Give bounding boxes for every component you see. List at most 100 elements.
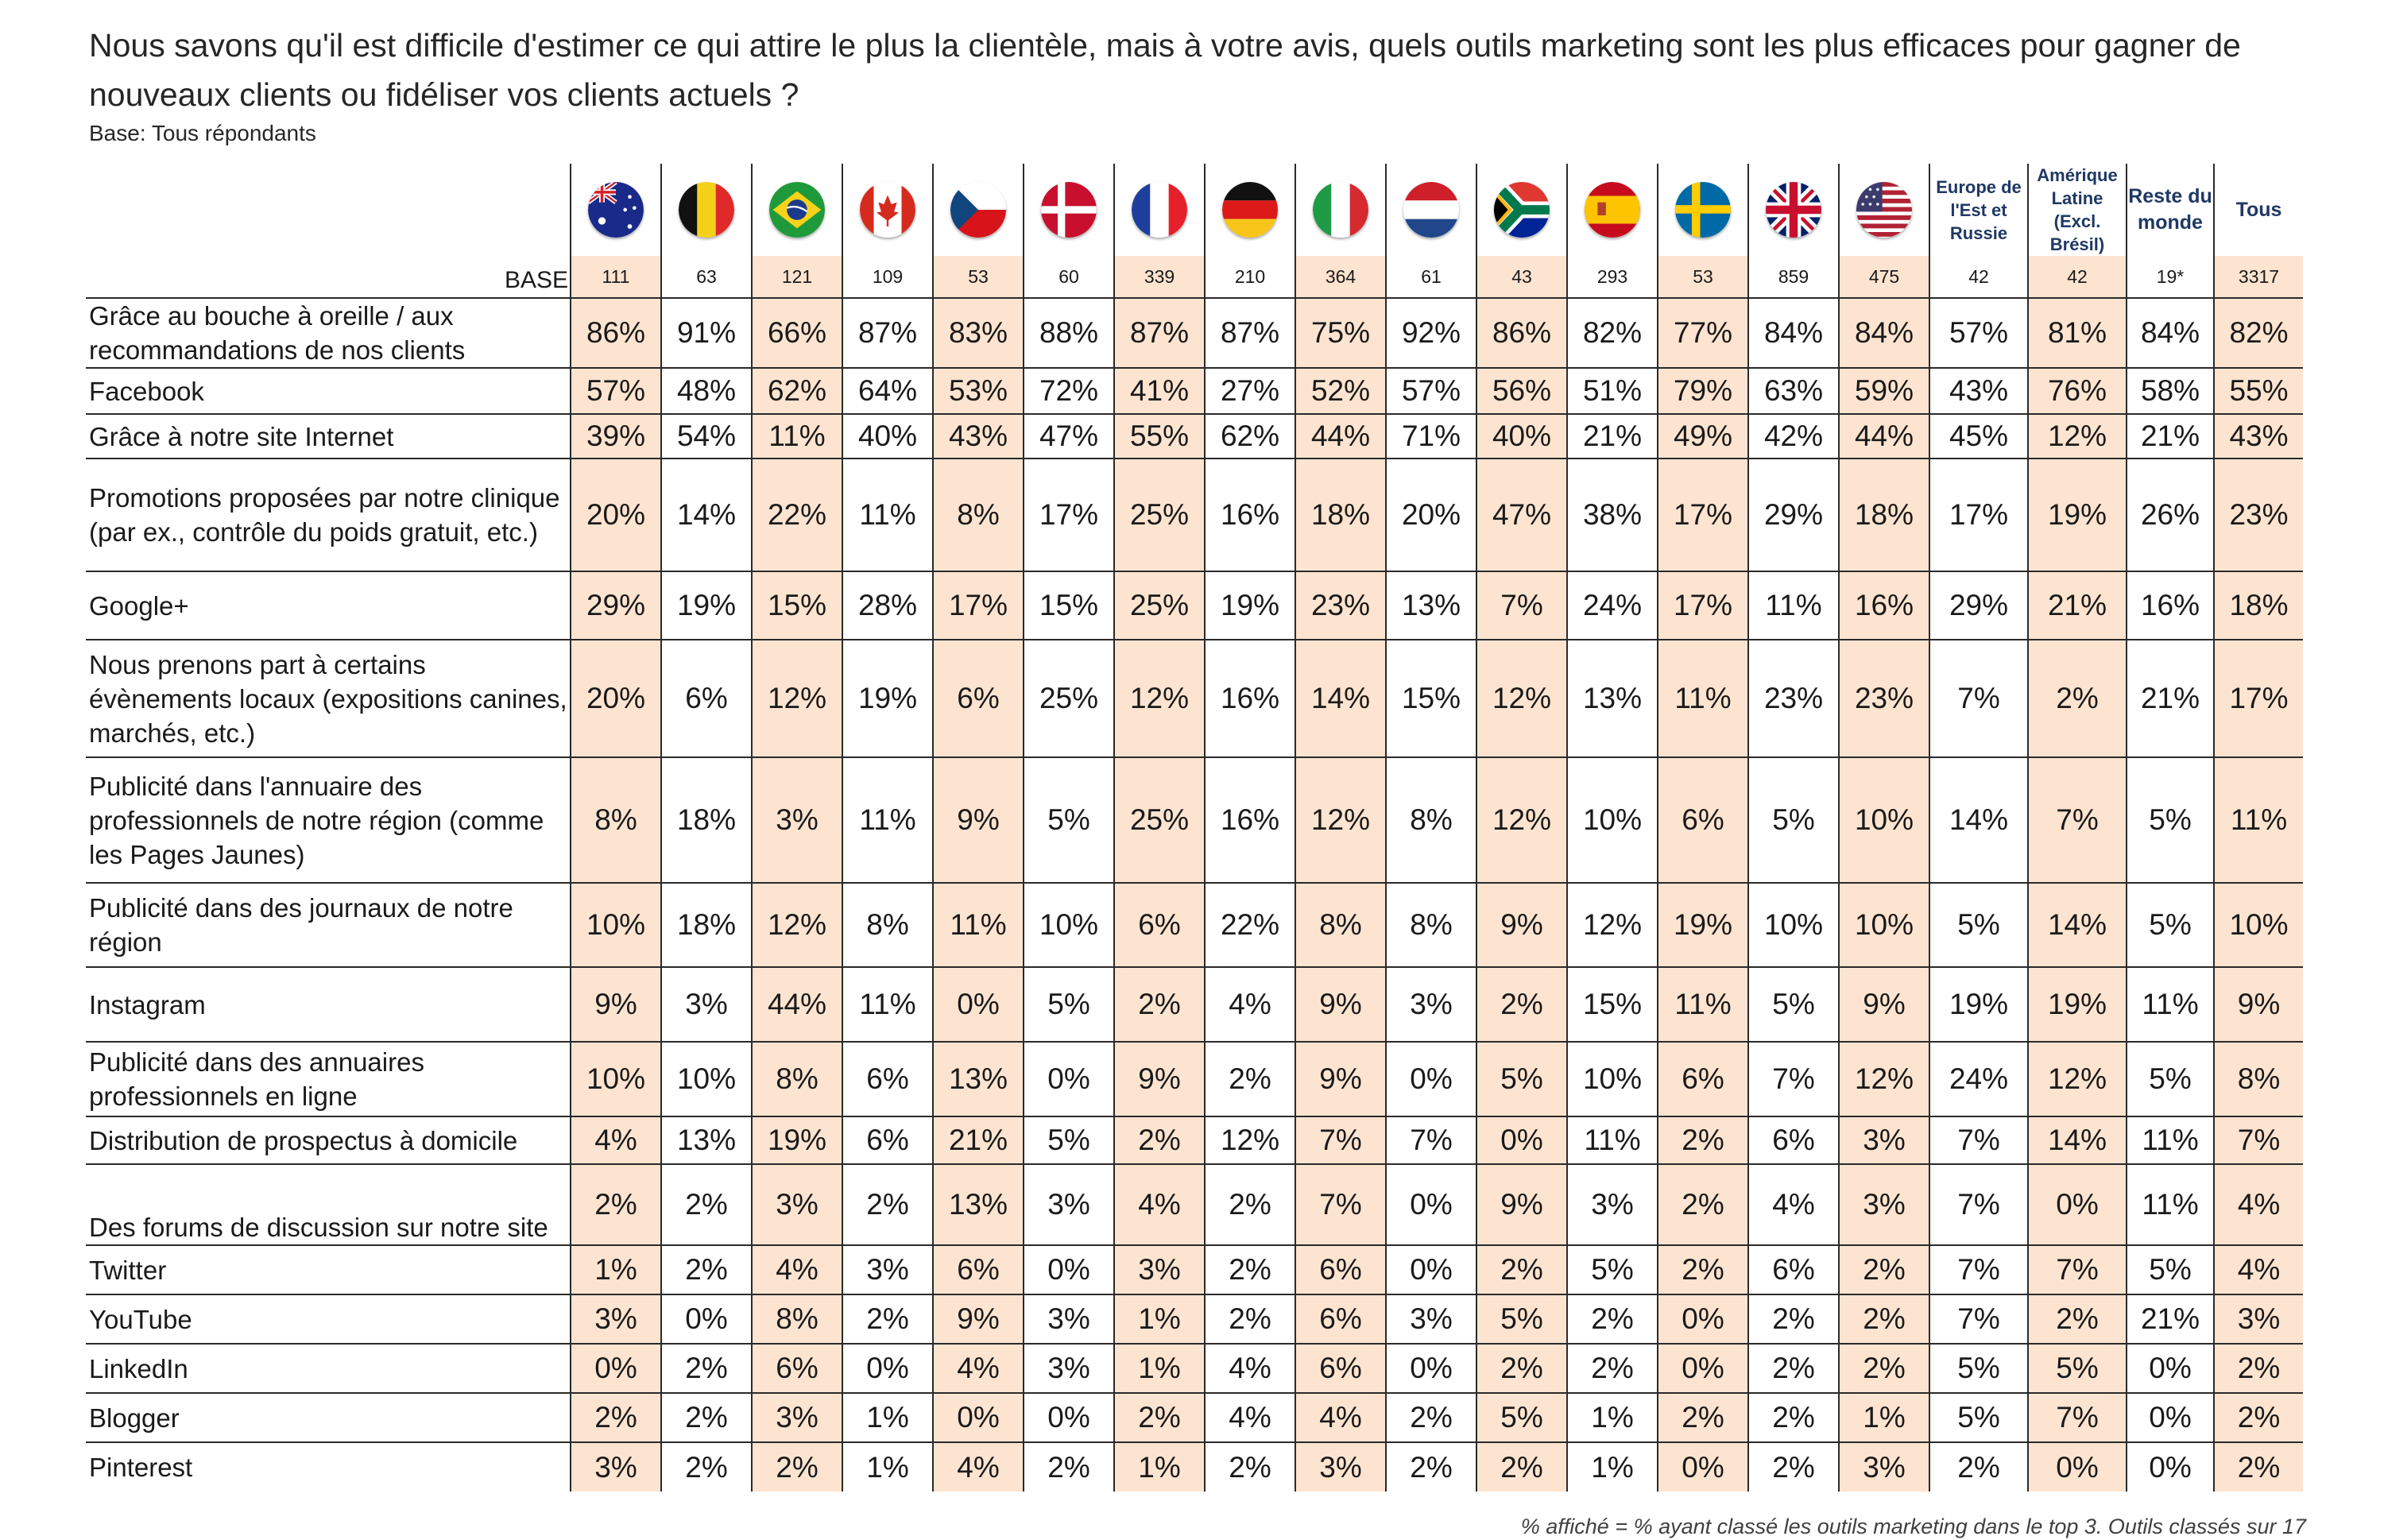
value-cell: 7% (1747, 1042, 1839, 1117)
table-row: Publicité dans des journaux de notre rég… (86, 883, 2303, 968)
row-label: Grâce à notre site Internet (86, 414, 571, 459)
value-cell: 3% (660, 967, 752, 1043)
value-cell: 3% (751, 1164, 842, 1246)
value-cell: 9% (1476, 883, 1567, 968)
row-label: Distribution de prospectus à domicile (86, 1116, 571, 1165)
col-header (660, 164, 752, 256)
value-cell: 21% (2027, 571, 2127, 640)
row-label: YouTube (86, 1294, 571, 1345)
value-cell: 5% (1023, 757, 1114, 884)
table-row: Publicité dans des annuaires professionn… (86, 1042, 2303, 1117)
value-cell: 20% (1385, 459, 1476, 572)
value-cell: 47% (1023, 414, 1114, 459)
france-flag-icon (1132, 182, 1187, 238)
value-cell: 13% (660, 1116, 752, 1165)
col-header (1023, 164, 1114, 256)
value-cell: 3% (1566, 1164, 1658, 1246)
col-header: Tous (2213, 164, 2303, 256)
value-cell: 1% (1113, 1344, 1205, 1394)
value-cell: 5% (2126, 1042, 2214, 1117)
italy-flag-icon (1313, 182, 1368, 238)
value-cell: 57% (1385, 368, 1476, 415)
value-cell: 16% (1838, 571, 1929, 640)
table-row: Nous prenons part à certains évènements … (86, 640, 2303, 758)
value-cell: 10% (1566, 1042, 1658, 1117)
value-cell: 2% (1204, 1164, 1295, 1246)
value-cell: 28% (842, 571, 933, 640)
value-cell: 0% (932, 967, 1024, 1043)
col-header (1747, 164, 1839, 256)
row-label: Facebook (86, 368, 571, 415)
value-cell: 25% (1113, 757, 1205, 884)
value-cell: 6% (1657, 757, 1748, 884)
value-cell: 6% (1295, 1245, 1386, 1295)
value-cell: 75% (1295, 298, 1386, 369)
value-cell: 44% (1295, 414, 1386, 459)
value-cell: 25% (1113, 571, 1205, 640)
col-header (1838, 164, 1929, 256)
value-cell: 64% (842, 368, 933, 415)
value-cell: 2% (751, 1442, 842, 1492)
value-cell: 15% (1023, 571, 1114, 640)
value-cell: 5% (1476, 1393, 1567, 1443)
value-cell: 10% (1747, 883, 1839, 968)
value-cell: 19% (842, 640, 933, 758)
value-cell: 0% (660, 1294, 752, 1345)
value-cell: 6% (751, 1344, 842, 1394)
value-cell: 10% (1566, 757, 1658, 884)
value-cell: 13% (1385, 571, 1476, 640)
value-cell: 2% (2213, 1393, 2303, 1443)
value-cell: 2% (1747, 1393, 1839, 1443)
value-cell: 21% (1566, 414, 1658, 459)
value-cell: 11% (842, 967, 933, 1043)
base-cell: 19* (2126, 256, 2214, 299)
value-cell: 86% (570, 298, 661, 369)
header-row: Europe de l'Est et Russie Amérique Latin… (86, 164, 2303, 256)
value-cell: 2% (1385, 1393, 1476, 1443)
table-row: Publicité dans l'annuaire des profession… (86, 757, 2303, 884)
base-cell: 61 (1385, 256, 1476, 299)
value-cell: 21% (2126, 414, 2214, 459)
belgium-flag-icon (679, 182, 734, 238)
base-row: BASE 111 63 121 109 53 60 339 210 364 61 43 293 53 859… (86, 256, 2303, 299)
value-cell: 62% (751, 368, 842, 415)
value-cell: 88% (1023, 298, 1114, 369)
col-header (1566, 164, 1658, 256)
value-cell: 12% (1113, 640, 1205, 758)
base-cell: 859 (1747, 256, 1839, 299)
value-cell: 2% (1204, 1294, 1295, 1345)
row-label: Publicité dans des annuaires professionn… (86, 1042, 571, 1117)
value-cell: 0% (2126, 1393, 2214, 1443)
value-cell: 9% (932, 1294, 1024, 1345)
value-cell: 2% (1657, 1164, 1748, 1246)
value-cell: 11% (1657, 967, 1748, 1043)
value-cell: 9% (932, 757, 1024, 884)
value-cell: 2% (570, 1164, 661, 1246)
value-cell: 7% (1385, 1116, 1476, 1165)
col-header: Amérique Latine (Excl. Brésil) (2027, 164, 2127, 256)
value-cell: 17% (1657, 571, 1748, 640)
value-cell: 5% (1476, 1294, 1567, 1345)
value-cell: 7% (1295, 1164, 1386, 1246)
value-cell: 5% (1929, 1393, 2028, 1443)
value-cell: 9% (570, 967, 661, 1043)
row-label: Nous prenons part à certains évènements … (86, 640, 571, 758)
value-cell: 45% (1929, 414, 2028, 459)
base-cell: 293 (1566, 256, 1658, 299)
value-cell: 1% (842, 1442, 933, 1492)
value-cell: 16% (2126, 571, 2214, 640)
value-cell: 43% (2213, 414, 2303, 459)
value-cell: 4% (1204, 1393, 1295, 1443)
value-cell: 2% (1385, 1442, 1476, 1492)
value-cell: 9% (1113, 1042, 1205, 1117)
value-cell: 2% (1113, 967, 1205, 1043)
value-cell: 14% (1929, 757, 2028, 884)
base-cell: 42 (1929, 256, 2028, 299)
value-cell: 2% (1476, 1245, 1567, 1295)
region-label: Amérique Latine (Excl. Brésil) (2037, 165, 2118, 254)
survey-table: Europe de l'Est et Russie Amérique Latin… (86, 164, 2303, 1492)
value-cell: 3% (2213, 1294, 2303, 1345)
value-cell: 44% (751, 967, 842, 1043)
base-cell: 60 (1023, 256, 1114, 299)
value-cell: 2% (1204, 1442, 1295, 1492)
